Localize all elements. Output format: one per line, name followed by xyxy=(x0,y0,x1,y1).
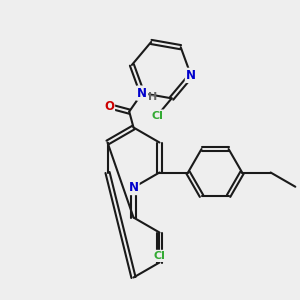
Text: Cl: Cl xyxy=(151,111,163,121)
Text: O: O xyxy=(104,100,114,112)
Text: N: N xyxy=(137,87,147,100)
Text: N: N xyxy=(186,69,196,82)
Text: H: H xyxy=(148,92,157,102)
Text: Cl: Cl xyxy=(154,251,165,261)
Text: N: N xyxy=(128,181,139,194)
